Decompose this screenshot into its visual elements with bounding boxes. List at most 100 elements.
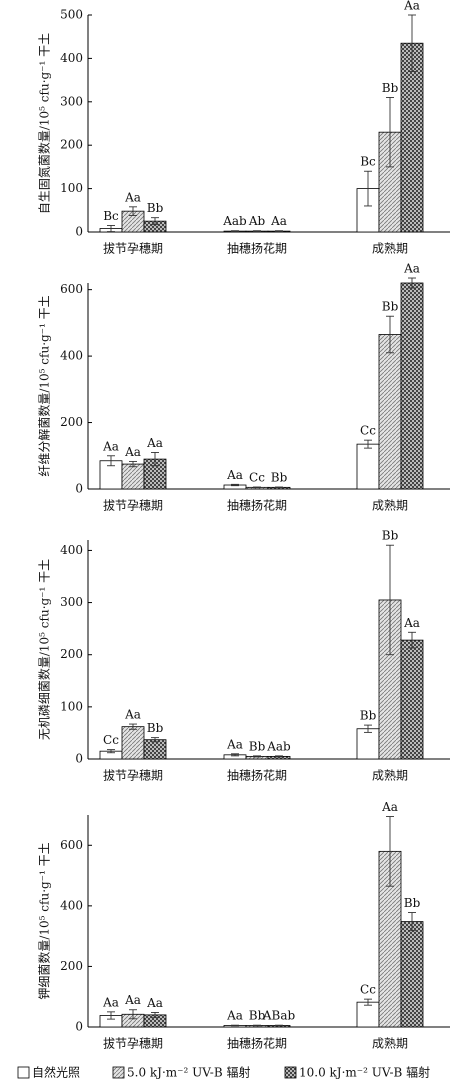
x-tick-label: 拔节孕穗期 <box>103 768 163 783</box>
x-tick-label: 拔节孕穗期 <box>103 1036 163 1051</box>
significance-label: Aa <box>403 616 420 630</box>
y-tick-label: 300 <box>60 94 83 108</box>
significance-label: Bb <box>249 1009 266 1023</box>
error-bar <box>408 277 416 289</box>
error-bar <box>107 455 115 467</box>
bar <box>378 334 402 490</box>
error-bar <box>364 724 372 733</box>
legend-swatch <box>112 1066 125 1079</box>
significance-label: Bb <box>147 201 164 215</box>
error-bar <box>364 998 372 1006</box>
error-bar <box>231 483 239 487</box>
y-axis-label: 无机磷细菌数量/10⁵ cfu·g⁻¹ 干土 <box>37 559 52 740</box>
error-bar <box>129 723 137 730</box>
significance-label: Aa <box>403 262 420 276</box>
significance-label: Aa <box>381 800 398 814</box>
y-axis-label: 钾细菌数量/10⁵ cfu·g⁻¹ 干土 <box>37 842 52 999</box>
significance-label: Aa <box>146 996 163 1010</box>
y-tick-label: 500 <box>60 8 83 22</box>
bar <box>400 282 424 490</box>
y-axis-label: 纤维分解菌数量/10⁵ cfu·g⁻¹ 干土 <box>37 295 52 476</box>
error-bar <box>129 1009 137 1020</box>
y-axis-label: 自生固氮菌数量/10⁵ cfu·g⁻¹ 干土 <box>37 33 52 214</box>
x-tick-label: 拔节孕穗期 <box>103 241 163 256</box>
x-tick-label: 抽穗扬花期 <box>227 1036 287 1051</box>
x-tick-label: 抽穗扬花期 <box>227 241 287 256</box>
significance-label: Bb <box>147 721 164 735</box>
error-bar <box>107 1011 115 1020</box>
y-tick-label: 400 <box>60 349 83 363</box>
bar <box>356 443 380 490</box>
y-tick-label: 200 <box>60 647 83 661</box>
y-tick-label: 0 <box>75 752 83 766</box>
y-tick-label: 600 <box>60 282 83 296</box>
significance-label: Cc <box>360 424 376 438</box>
significance-label: Aa <box>270 214 287 228</box>
significance-label: Bb <box>382 300 399 314</box>
error-bar <box>253 230 261 233</box>
significance-label: Aa <box>403 0 420 13</box>
y-tick-label: 300 <box>60 595 83 609</box>
significance-label: Bb <box>271 471 288 485</box>
y-tick-label: 0 <box>75 482 83 496</box>
x-tick-label: 抽穗扬花期 <box>227 498 287 513</box>
error-bar <box>129 460 137 468</box>
significance-label: Aa <box>102 439 119 453</box>
y-tick-label: 0 <box>75 1020 83 1034</box>
significance-label: Aa <box>226 468 243 482</box>
error-bar <box>231 753 239 757</box>
bar <box>143 739 167 760</box>
significance-label: Cc <box>103 733 119 747</box>
y-tick-label: 400 <box>60 898 83 912</box>
error-bar <box>275 755 283 758</box>
x-tick-label: 抽穗扬花期 <box>227 768 287 783</box>
y-tick-label: 100 <box>60 181 83 195</box>
error-bar <box>408 912 416 932</box>
legend-swatch <box>284 1066 297 1079</box>
y-tick-label: 100 <box>60 699 83 713</box>
significance-label: Aa <box>124 993 141 1007</box>
error-bar <box>386 544 394 656</box>
bar <box>400 639 424 760</box>
bar <box>356 728 380 760</box>
error-bar <box>275 486 283 489</box>
significance-label: Ab <box>248 214 266 228</box>
y-tick-label: 200 <box>60 959 83 973</box>
legend-swatch <box>17 1066 30 1079</box>
error-bar <box>107 749 115 754</box>
bar <box>356 1001 380 1028</box>
significance-label: ABab <box>262 1009 296 1023</box>
x-tick-label: 成熟期 <box>372 768 408 783</box>
significance-label: Bc <box>103 209 119 223</box>
significance-label: Aa <box>124 708 141 722</box>
y-tick-label: 400 <box>60 51 83 65</box>
significance-label: Aa <box>146 436 163 450</box>
bar <box>400 921 424 1028</box>
x-tick-label: 成熟期 <box>372 1036 408 1051</box>
error-bar <box>151 1012 159 1018</box>
error-bar <box>107 225 115 233</box>
x-tick-label: 成熟期 <box>372 241 408 256</box>
error-bar <box>386 97 394 168</box>
error-bar <box>364 170 372 207</box>
y-tick-label: 600 <box>60 838 83 852</box>
error-bar <box>151 737 159 743</box>
error-bar <box>253 1024 261 1027</box>
x-tick-label: 拔节孕穗期 <box>103 498 163 513</box>
error-bar <box>151 452 159 467</box>
significance-label: Cc <box>249 471 265 485</box>
significance-label: Bb <box>382 81 399 95</box>
significance-label: Bb <box>404 896 421 910</box>
significance-label: Bb <box>382 529 399 543</box>
error-bar <box>151 217 159 226</box>
error-bar <box>275 1024 283 1027</box>
error-bar <box>231 230 239 233</box>
significance-label: Bb <box>360 709 377 723</box>
error-bar <box>408 631 416 649</box>
legend-label: 自然光照 <box>32 1065 80 1080</box>
significance-label: Aa <box>226 737 243 751</box>
significance-label: Cc <box>360 983 376 997</box>
error-bar <box>129 206 137 216</box>
error-bar <box>386 816 394 887</box>
